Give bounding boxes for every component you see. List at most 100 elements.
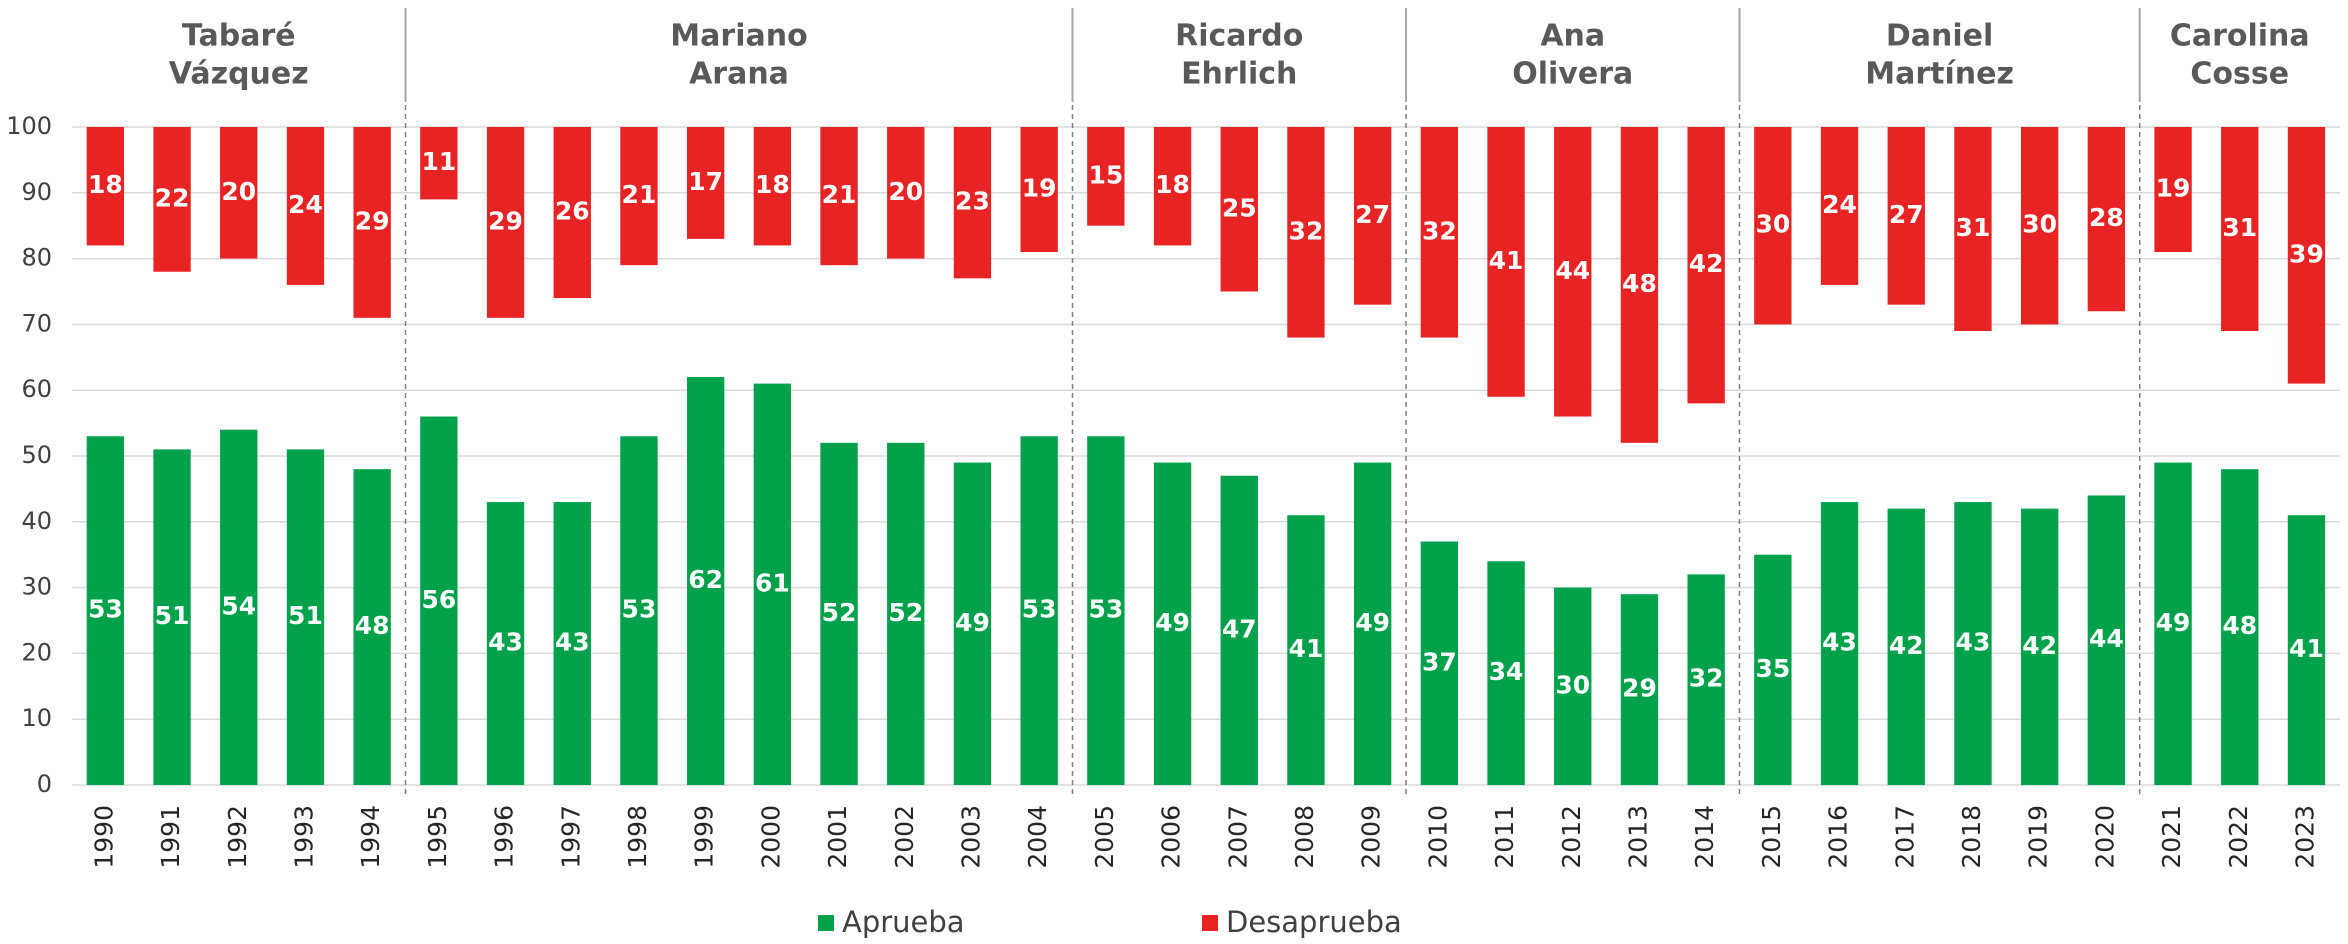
data-label: 18	[755, 170, 790, 199]
bar	[2221, 127, 2259, 331]
data-label: 28	[2089, 203, 2124, 232]
bar	[486, 502, 525, 785]
x-tick-label: 2007	[1223, 805, 1252, 869]
data-label: 20	[888, 177, 923, 206]
x-tick-label: 1999	[690, 805, 719, 869]
bar	[2287, 127, 2326, 384]
data-label: 34	[1489, 657, 1524, 686]
bar	[2087, 127, 2126, 312]
data-label: 30	[1555, 670, 1590, 699]
y-tick-label: 10	[21, 704, 52, 732]
y-tick-label: 40	[21, 507, 52, 535]
bar	[1153, 127, 1192, 246]
y-tick-label: 50	[21, 441, 52, 469]
group-label: Mariano	[670, 19, 807, 54]
data-label: 41	[1489, 246, 1524, 275]
data-label: 31	[2222, 213, 2257, 242]
data-label: 53	[88, 595, 123, 624]
data-label: 53	[622, 595, 657, 624]
bar	[1954, 127, 1992, 331]
data-label: 48	[355, 611, 390, 640]
data-label: 29	[1622, 674, 1657, 703]
group-label: Ana	[1540, 19, 1605, 54]
data-label: 49	[955, 608, 990, 637]
x-tick-label: 2023	[2290, 805, 2319, 869]
x-tick-label: 2016	[1824, 805, 1853, 869]
data-label: 54	[221, 591, 256, 620]
bar	[1820, 502, 1859, 785]
data-label: 20	[221, 177, 256, 206]
y-tick-label: 60	[21, 375, 52, 403]
x-tick-label: 2002	[890, 805, 919, 869]
data-label: 49	[1155, 608, 1190, 637]
data-label: 43	[1822, 628, 1857, 657]
data-label: 18	[1155, 170, 1190, 199]
data-label: 42	[1889, 631, 1924, 660]
x-tick-label: 1993	[289, 805, 318, 869]
bar	[486, 127, 525, 318]
data-label: 42	[1689, 249, 1724, 278]
x-tick-label: 1994	[356, 805, 385, 869]
group-label: Daniel	[1886, 19, 1993, 54]
bar	[2087, 495, 2126, 785]
bar	[1554, 127, 1592, 417]
bar	[420, 416, 458, 785]
y-tick-label: 0	[37, 770, 52, 798]
bar	[153, 449, 191, 785]
bar	[1954, 502, 1992, 785]
x-tick-label: 2001	[823, 805, 852, 869]
data-label: 53	[1088, 595, 1123, 624]
data-label: 39	[2289, 239, 2324, 268]
bar	[1887, 508, 1925, 785]
data-label: 32	[1289, 216, 1324, 245]
data-label: 37	[1422, 647, 1457, 676]
x-tick-label: 2022	[2224, 805, 2253, 869]
y-tick-label: 80	[21, 244, 52, 272]
data-label: 61	[755, 568, 790, 597]
group-label: Vázquez	[169, 57, 309, 92]
x-tick-label: 2013	[1623, 805, 1652, 869]
data-label: 11	[421, 147, 456, 176]
data-label: 56	[421, 585, 456, 614]
data-label: 49	[2156, 608, 2191, 637]
data-label: 43	[488, 628, 523, 657]
bar	[1620, 594, 1659, 785]
bar	[1087, 127, 1125, 226]
x-tick-label: 2005	[1090, 805, 1119, 869]
data-label: 52	[888, 598, 923, 627]
bar	[1420, 541, 1459, 785]
bar	[753, 383, 792, 785]
data-label: 30	[1755, 210, 1790, 239]
data-label: 25	[1222, 193, 1257, 222]
group-label: Olivera	[1512, 57, 1633, 92]
bar	[286, 449, 325, 785]
data-label: 27	[1889, 200, 1924, 229]
bar	[1620, 127, 1659, 443]
y-tick-label: 90	[21, 178, 52, 206]
bar	[1287, 515, 1325, 785]
bar	[953, 127, 992, 279]
x-tick-label: 2010	[1423, 805, 1452, 869]
x-tick-label: 1992	[223, 805, 252, 869]
bar	[2020, 127, 2059, 325]
group-label: Martínez	[1865, 57, 2014, 92]
data-label: 51	[288, 601, 323, 630]
bar	[2020, 508, 2059, 785]
x-tick-label: 2004	[1023, 805, 1052, 869]
data-label: 19	[2156, 174, 2191, 203]
data-label: 43	[1956, 628, 1991, 657]
data-label: 19	[1022, 174, 1057, 203]
x-tick-label: 1996	[490, 805, 519, 869]
bar	[1020, 436, 1058, 785]
data-label: 51	[155, 601, 190, 630]
bar	[220, 127, 258, 259]
legend-label: Aprueba	[842, 905, 965, 939]
bar	[553, 127, 591, 299]
bar	[1220, 127, 1258, 292]
data-label: 35	[1755, 654, 1790, 683]
x-tick-label: 2014	[1690, 805, 1719, 869]
data-label: 30	[2022, 210, 2057, 239]
bar	[1353, 127, 1392, 305]
x-tick-label: 2006	[1157, 805, 1186, 869]
